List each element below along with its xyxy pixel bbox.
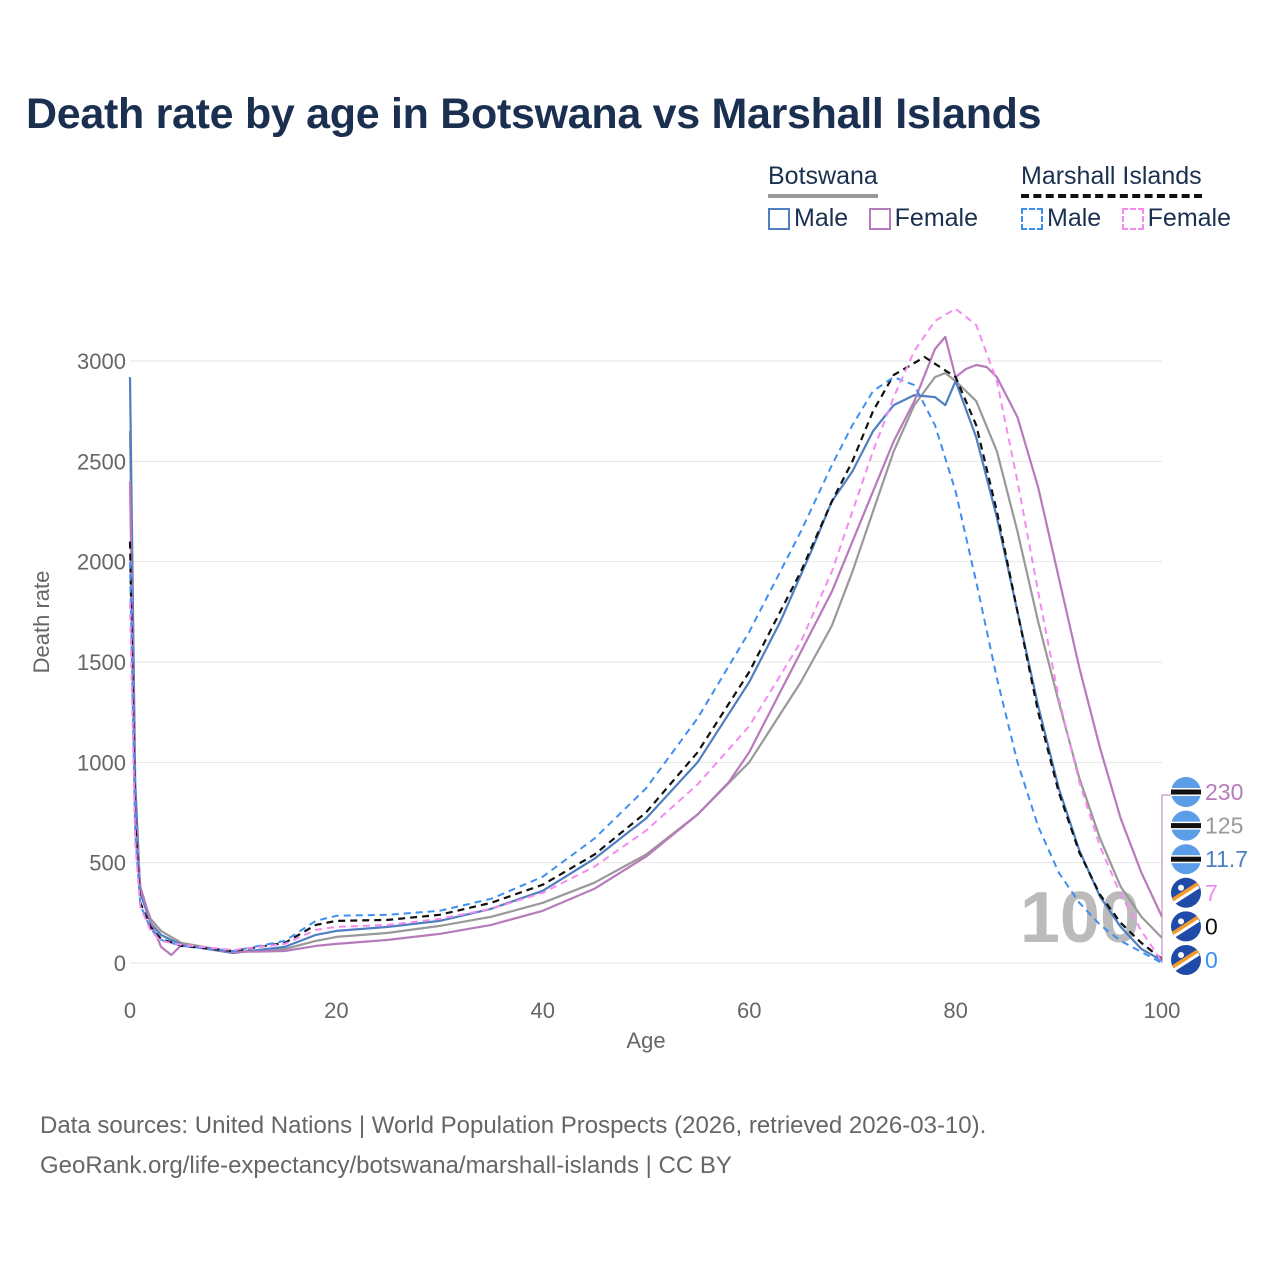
legend-item-botswana-female[interactable]: Female	[868, 204, 979, 233]
end-value-label: 0	[1205, 947, 1218, 973]
end-value-label: 11.7	[1205, 846, 1248, 872]
botswana-flag-icon	[1171, 844, 1201, 875]
legend-label: Male	[1047, 204, 1102, 232]
footer: Data sources: United Nations | World Pop…	[40, 1106, 986, 1186]
botswana-flag-icon	[1171, 810, 1201, 841]
marshall-islands-flag-icon	[1171, 911, 1201, 942]
axis-layer: 0 500 1000 1500 2000 2500 3000 0 20 40 60 80 100	[77, 349, 1180, 1023]
y-tick-label: 3000	[77, 349, 126, 374]
series-line-marshall-islands-male[interactable]	[129, 376, 1163, 964]
x-tick-label: 100	[1144, 998, 1181, 1023]
y-tick-label: 0	[114, 951, 126, 976]
legend-group-title: Botswana	[768, 162, 878, 198]
marshall-islands-flag-icon	[1171, 877, 1201, 908]
legend-swatch	[868, 207, 891, 230]
botswana-flag-icon	[1171, 777, 1201, 807]
series-layer	[128, 307, 1163, 964]
legend-item-botswana-male[interactable]: Male	[768, 204, 848, 233]
y-tick-label: 2000	[77, 550, 126, 575]
series-line-botswana-male[interactable]	[128, 377, 1163, 962]
end-labels: 230 125 11.7 7 0 0	[1161, 777, 1248, 975]
legend-group-botswana: Botswana Male Female	[768, 162, 994, 235]
x-tick-label: 0	[124, 998, 136, 1023]
y-axis-title: Death rate	[29, 571, 54, 674]
end-value-label: 125	[1205, 813, 1243, 839]
legend-group-title: Marshall Islands	[1021, 162, 1202, 198]
legend-swatch	[768, 207, 790, 230]
series-line-marshall-islands-female[interactable]	[129, 307, 1163, 963]
legend-swatch	[1121, 207, 1144, 230]
legend-label: Male	[794, 204, 849, 232]
x-tick-label: 20	[324, 998, 348, 1023]
legend-swatch	[1021, 207, 1043, 230]
legend-label: Female	[894, 204, 979, 232]
x-tick-label: 60	[737, 998, 761, 1023]
y-tick-label: 500	[89, 851, 126, 876]
year-watermark: 100	[1020, 878, 1140, 958]
legend-item-marshall-male[interactable]: Male	[1021, 204, 1101, 233]
x-axis-title: Age	[626, 1028, 665, 1053]
y-tick-label: 2500	[77, 449, 126, 474]
legend-item-marshall-female[interactable]: Female	[1121, 204, 1232, 233]
y-tick-label: 1000	[77, 750, 126, 775]
x-tick-label: 40	[531, 998, 555, 1023]
legend-group-marshall-islands: Marshall Islands Male Female	[1021, 162, 1247, 235]
end-value-label: 0	[1205, 913, 1218, 939]
series-line-marshall-islands-total[interactable]	[128, 355, 1163, 960]
y-tick-label: 1500	[77, 650, 126, 675]
end-value-label: 7	[1205, 880, 1218, 906]
chart-title: Death rate by age in Botswana vs Marshal…	[26, 90, 1042, 138]
legend-label: Female	[1147, 204, 1232, 232]
end-value-label: 230	[1205, 779, 1243, 805]
data-source-text: Data sources: United Nations | World Pop…	[40, 1112, 987, 1139]
marshall-islands-flag-icon	[1171, 945, 1201, 975]
x-tick-label: 80	[943, 998, 967, 1023]
grid-layer	[130, 360, 1162, 964]
attribution-link[interactable]: GeoRank.org/life-expectancy/botswana/mar…	[40, 1152, 732, 1179]
